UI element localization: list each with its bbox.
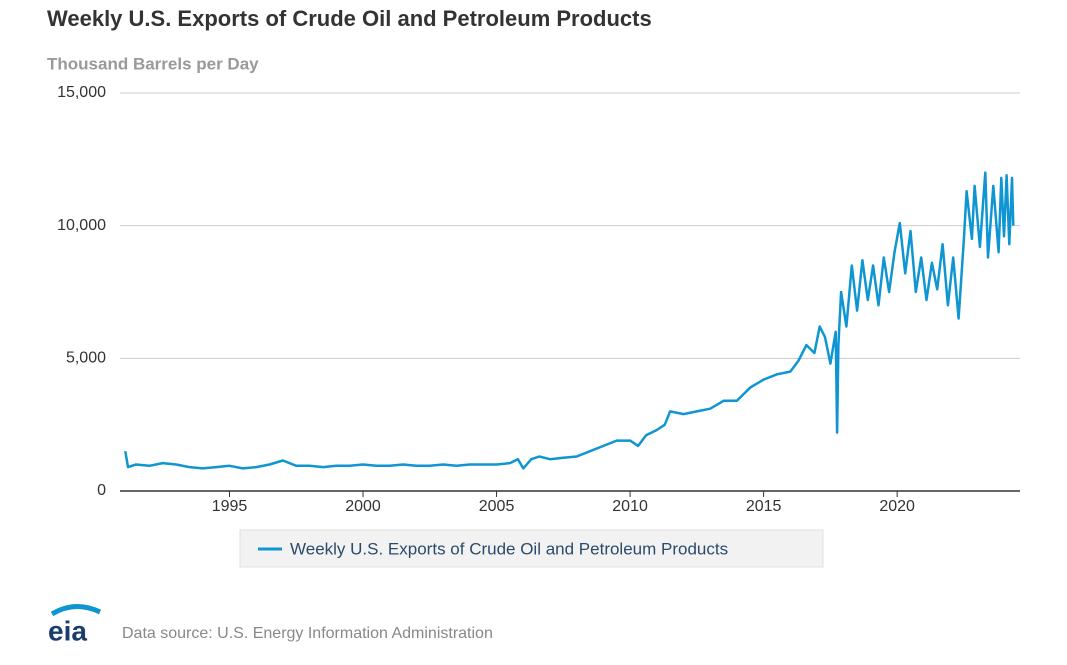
x-tick-label: 2010 xyxy=(612,498,648,515)
x-tick-label: 2020 xyxy=(879,498,915,515)
y-tick-label: 15,000 xyxy=(57,84,106,101)
legend-box xyxy=(239,529,824,568)
x-tick-label: 2005 xyxy=(479,498,515,515)
y-tick-label: 0 xyxy=(97,482,106,499)
y-tick-label: 5,000 xyxy=(66,350,106,367)
x-tick-label: 2015 xyxy=(746,498,782,515)
logo-arc xyxy=(50,604,102,617)
series-line xyxy=(124,171,1015,470)
logo-text: eia xyxy=(48,615,87,646)
y-axis-label: Thousand Barrels per Day xyxy=(47,54,259,73)
source-note: Data source: U.S. Energy Information Adm… xyxy=(122,625,493,642)
legend-label: Weekly U.S. Exports of Crude Oil and Pet… xyxy=(290,539,728,558)
x-tick-label: 1995 xyxy=(212,498,248,515)
chart-title: Weekly U.S. Exports of Crude Oil and Pet… xyxy=(47,6,652,31)
x-tick-label: 2000 xyxy=(345,498,381,515)
y-tick-label: 10,000 xyxy=(57,217,106,234)
logo: eia xyxy=(48,604,102,646)
